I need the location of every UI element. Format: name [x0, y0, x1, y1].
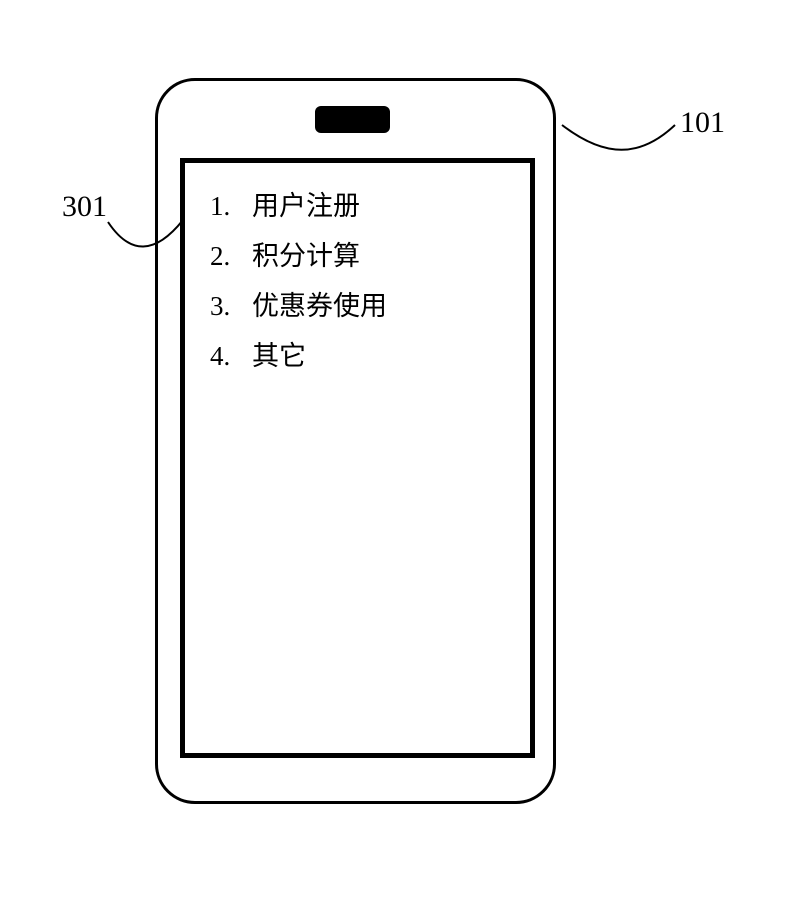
callout-lead-101 [0, 0, 800, 903]
diagram-canvas: 1.用户注册 2.积分计算 3.优惠券使用 4.其它 301 101 [0, 0, 800, 903]
